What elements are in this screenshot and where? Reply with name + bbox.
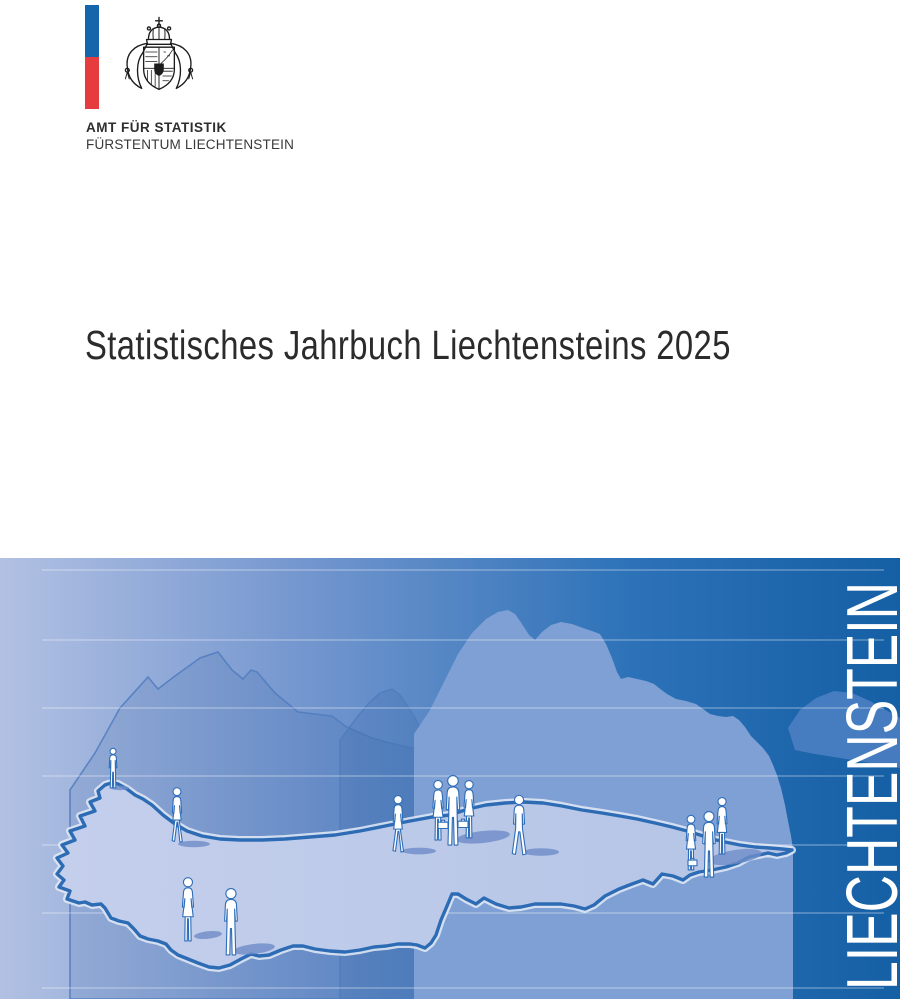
publisher-name: AMT FÜR STATISTIK: [86, 120, 227, 135]
publisher-subtitle: FÜRSTENTUM LIECHTENSTEIN: [86, 137, 295, 152]
liechtenstein-flag-bar: [85, 5, 99, 109]
publication-title: Statistisches Jahrbuch Liechtensteins 20…: [85, 322, 731, 368]
publisher-name-block: AMT FÜR STATISTIK FÜRSTENTUM LIECHTENSTE…: [86, 119, 294, 153]
far-right-ridge: [788, 691, 900, 768]
flag-blue-segment: [85, 5, 99, 57]
cover-illustration: LIECHTENSTEIN: [0, 558, 900, 999]
flag-red-segment: [85, 57, 99, 109]
coat-of-arms-icon: [124, 16, 194, 91]
vertical-country-label: LIECHTENSTEIN: [833, 582, 900, 990]
